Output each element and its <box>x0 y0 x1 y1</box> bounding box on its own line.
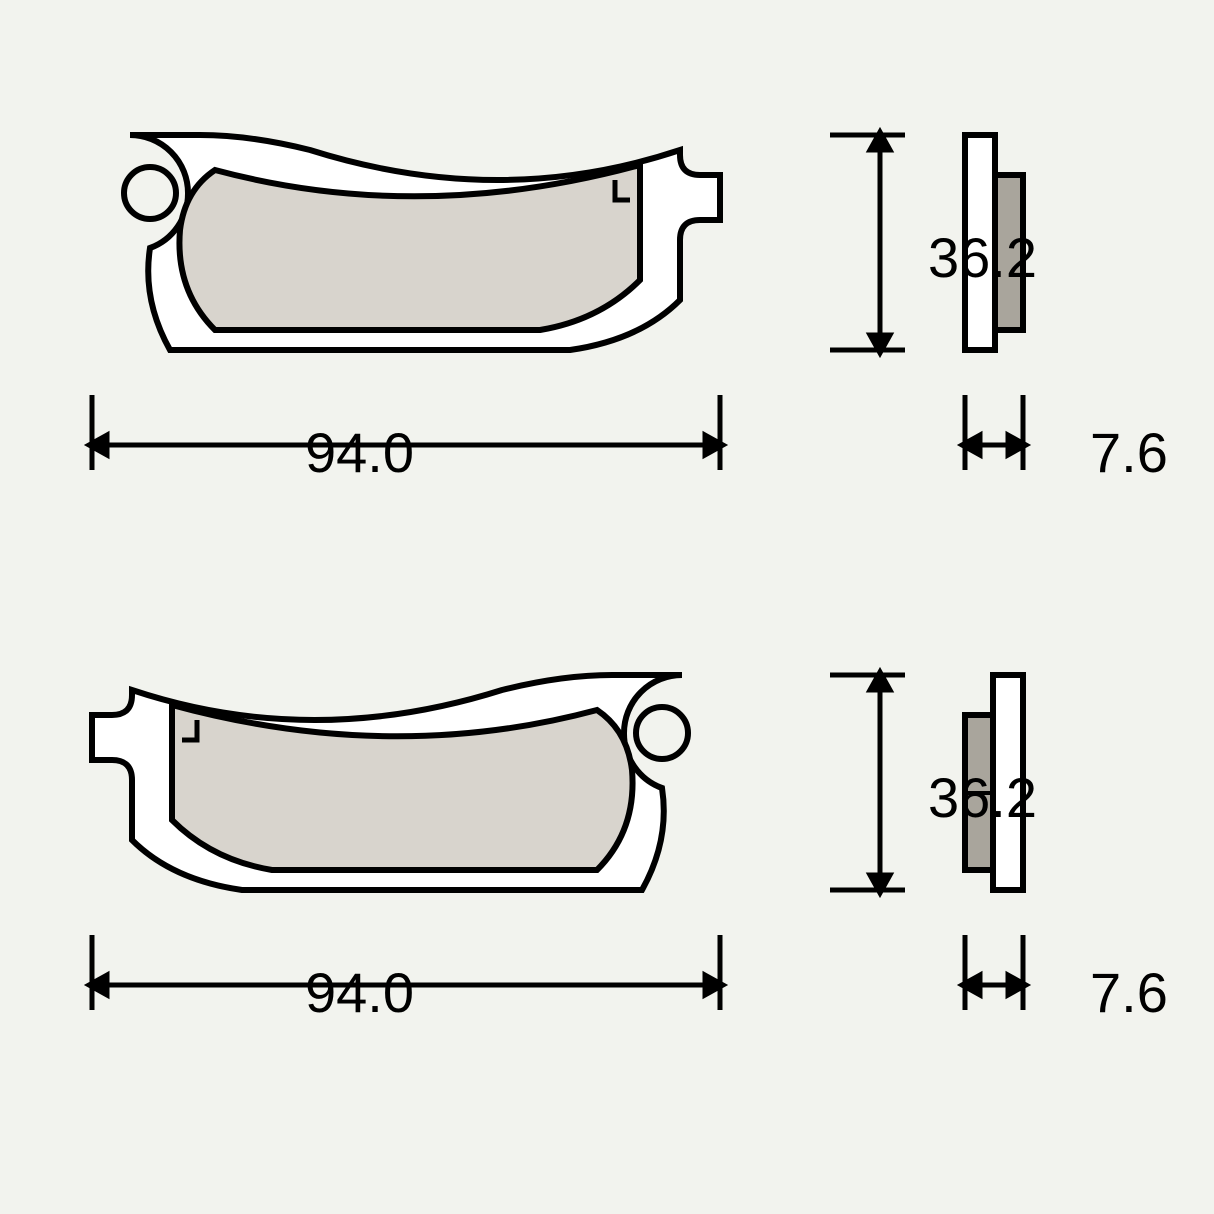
bottom-dim-height <box>830 672 905 893</box>
top-height-label: 36.2 <box>928 225 1037 290</box>
bottom-width-label: 94.0 <box>305 960 414 1025</box>
top-dim-thick <box>962 395 1026 470</box>
top-thick-label: 7.6 <box>1090 420 1168 485</box>
diagram-canvas: 36.2 94.0 7.6 36.2 94.0 7.6 <box>0 0 1214 1214</box>
bottom-height-label: 36.2 <box>928 765 1037 830</box>
bottom-thick-label: 7.6 <box>1090 960 1168 1025</box>
bottom-dim-thick <box>962 935 1026 1010</box>
top-mounting-hole <box>124 167 176 219</box>
top-width-label: 94.0 <box>305 420 414 485</box>
bottom-mounting-hole <box>636 707 688 759</box>
diagram-svg <box>0 0 1214 1214</box>
top-dim-height <box>830 132 905 353</box>
